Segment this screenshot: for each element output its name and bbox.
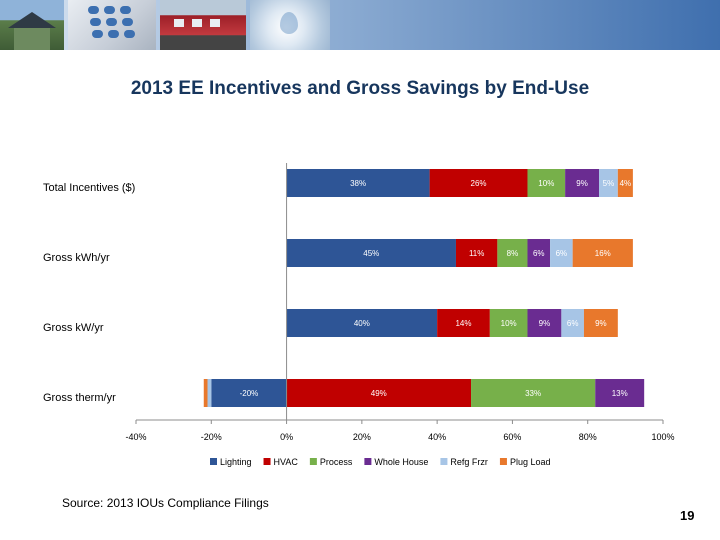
- data-label-hvac-gross-kw-yr: 14%: [455, 319, 471, 328]
- x-tick-label: 80%: [579, 432, 597, 442]
- bar-whole-house-total-incentives: [565, 169, 600, 197]
- category-label-gross-kwh-yr: Gross kWh/yr: [43, 252, 110, 264]
- bar-hvac-total-incentives: [429, 169, 528, 197]
- legend-label-process: Process: [320, 457, 353, 467]
- x-tick-label: 100%: [651, 432, 674, 442]
- data-label-process-gross-kwh-yr: 8%: [507, 249, 519, 258]
- bar-plug-load-total-incentives: [617, 169, 633, 197]
- data-label-whole-house-gross-kwh-yr: 6%: [533, 249, 545, 258]
- bar-whole-house-gross-kwh-yr: [527, 239, 551, 267]
- bar-refg-frzr-gross-kwh-yr: [550, 239, 573, 267]
- x-tick-label: 40%: [428, 432, 446, 442]
- bar-process-gross-kw-yr: [489, 309, 528, 337]
- legend-label-refg-frzr: Refg Frzr: [450, 457, 488, 467]
- chart-segment-labels: 38% 26% 10% 9% 5% 4% 45% 11% 8% 6% 6% 16% 40% 14% 10% 9…: [240, 179, 632, 398]
- bar-lighting-gross-kw-yr: [286, 309, 438, 337]
- page-number: 19: [680, 508, 695, 523]
- bar-refg-frzr-total-incentives: [599, 169, 618, 197]
- x-tick-label: 0%: [280, 432, 293, 442]
- bar-lighting-gross-kwh-yr: [286, 239, 456, 267]
- data-label-process-total-incentives: 10%: [538, 179, 554, 188]
- phone-keypad-photo: [68, 0, 156, 50]
- chart-x-axis: -40% -20% 0% 20% 40% 60% 80% 100%: [125, 163, 675, 442]
- data-label-lighting-total-incentives: 38%: [350, 179, 366, 188]
- header-banner: [0, 0, 720, 50]
- chart-legend: Lighting HVAC Process Whole House Refg Frzr P…: [210, 457, 550, 467]
- legend-label-plug-load: Plug Load: [510, 457, 551, 467]
- slide-title: 2013 EE Incentives and Gross Savings by …: [130, 78, 590, 99]
- bar-hvac-gross-kw-yr: [437, 309, 490, 337]
- data-label-plug-load-gross-kwh-yr: 16%: [595, 249, 611, 258]
- category-label-total-incentives: Total Incentives ($): [43, 182, 135, 194]
- bar-whole-house-gross-kw-yr: [527, 309, 562, 337]
- legend-swatch-whole-house: [364, 458, 372, 465]
- legend-label-whole-house: Whole House: [374, 457, 428, 467]
- bar-plug-load-gross-kwh-yr: [572, 239, 633, 267]
- category-label-gross-kw-yr: Gross kW/yr: [43, 322, 104, 334]
- data-label-plug-load-gross-kw-yr: 9%: [595, 319, 607, 328]
- data-label-refg-frzr-gross-kw-yr: 6%: [567, 319, 579, 328]
- legend-label-hvac: HVAC: [274, 457, 299, 467]
- legend-swatch-refg-frzr: [440, 458, 448, 465]
- bar-hvac-gross-kwh-yr: [455, 239, 498, 267]
- data-label-hvac-gross-therm-yr: 49%: [371, 389, 387, 398]
- legend-label-lighting: Lighting: [220, 457, 252, 467]
- legend-swatch-plug-load: [499, 458, 507, 465]
- legend-swatch-hvac: [263, 458, 271, 465]
- data-label-lighting-gross-kw-yr: 40%: [354, 319, 370, 328]
- data-label-lighting-gross-kwh-yr: 45%: [363, 249, 379, 258]
- bar-process-total-incentives: [527, 169, 566, 197]
- bar-lighting-gross-therm-yr: [211, 379, 287, 407]
- data-label-whole-house-total-incentives: 9%: [576, 179, 588, 188]
- bar-refg-frzr-gross-therm-yr: [207, 379, 212, 407]
- chart-category-labels: Total Incentives ($) Gross kWh/yr Gross kW…: [43, 182, 135, 404]
- bar-whole-house-gross-therm-yr: [595, 379, 645, 407]
- data-label-process-gross-therm-yr: 33%: [525, 389, 541, 398]
- train-photo: [160, 0, 246, 50]
- chart-bars: [203, 169, 645, 407]
- bar-plug-load-gross-kw-yr: [583, 309, 618, 337]
- data-label-whole-house-gross-therm-yr: 13%: [612, 389, 628, 398]
- data-label-hvac-total-incentives: 26%: [471, 179, 487, 188]
- x-tick-label: 60%: [503, 432, 521, 442]
- data-label-whole-house-gross-kw-yr: 9%: [539, 319, 551, 328]
- legend-swatch-process: [309, 458, 317, 465]
- data-label-plug-load-total-incentives: 4%: [620, 179, 632, 188]
- bar-process-gross-kwh-yr: [497, 239, 528, 267]
- data-label-process-gross-kw-yr: 10%: [501, 319, 517, 328]
- bar-hvac-gross-therm-yr: [286, 379, 472, 407]
- data-label-refg-frzr-gross-kwh-yr: 6%: [556, 249, 568, 258]
- house-photo: [0, 0, 64, 50]
- bar-plug-load-gross-therm-yr: [203, 379, 208, 407]
- legend-swatch-lighting: [210, 458, 217, 465]
- data-label-hvac-gross-kwh-yr: 11%: [469, 249, 484, 258]
- x-tick-label: -40%: [125, 432, 146, 442]
- data-label-refg-frzr-total-incentives: 5%: [603, 179, 615, 188]
- x-tick-label: 20%: [353, 432, 371, 442]
- water-drop-photo: [250, 0, 330, 50]
- x-tick-label: -20%: [201, 432, 222, 442]
- bar-refg-frzr-gross-kw-yr: [561, 309, 584, 337]
- data-label-lighting-gross-therm-yr: -20%: [240, 389, 259, 398]
- bar-lighting-total-incentives: [286, 169, 430, 197]
- bar-process-gross-therm-yr: [471, 379, 596, 407]
- category-label-gross-therm-yr: Gross therm/yr: [43, 392, 116, 404]
- source-note: Source: 2013 IOUs Compliance Filings: [62, 496, 269, 510]
